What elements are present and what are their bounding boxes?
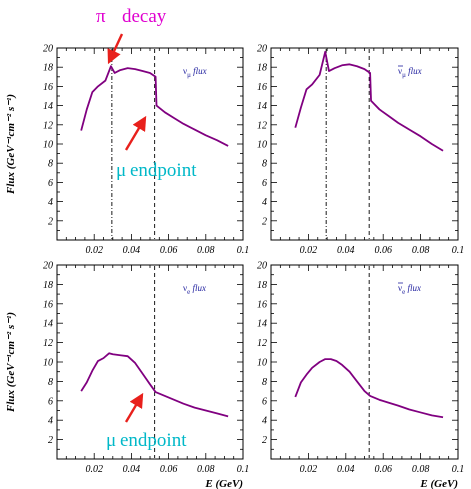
y-tick-label: 8 [262,159,267,170]
y-tick-label: 16 [257,82,267,93]
mu-endpoint-arrow-bottom [124,392,144,423]
y-tick-label: 18 [43,63,53,74]
y-tick-label: 8 [48,377,53,388]
y-tick-label: 18 [43,280,53,291]
y-tick-label: 14 [43,101,53,112]
x-tick-label: 0.04 [337,245,355,256]
y-tick-label: 20 [257,44,267,55]
y-tick-label: 16 [257,299,267,310]
x-tick-label: 0.08 [197,245,215,256]
y-tick-label: 2 [262,216,267,227]
y-tick-label: 2 [48,216,53,227]
pi-symbol: π [96,6,106,27]
y-tick-label: 8 [48,159,53,170]
flux-panel-4: 0.02 0.04 0.06 0.08 0.1 2 4 6 8 10 12 14 16 18 20 νe fl… [257,261,464,489]
flux-panel-2: 0.02 0.04 0.06 0.08 0.1 2 4 6 8 10 12 14 16 18 20 νμ fl… [257,44,464,257]
y-tick-label: 14 [43,319,53,330]
y-tick-label: 20 [257,261,267,272]
plot-frame [270,47,459,241]
pi-decay-arrow [107,33,124,65]
x-tick-label: 0.04 [123,464,141,475]
legend-label: νe flux [183,283,206,296]
y-tick-label: 12 [257,338,267,349]
mu-symbol-top: μ [116,160,126,181]
x-tick-label: 0.04 [123,245,141,256]
mu-endpoint-arrow-top [124,115,147,151]
y-tick-label: 4 [262,416,267,427]
y-tick-label: 2 [262,435,267,446]
x-tick-label: 0.08 [197,464,215,475]
x-tick-label: 0.02 [85,245,103,256]
flux-curve [294,358,444,419]
mu-endpoint-annotation-top: μ endpoint [116,115,197,181]
y-tick-label: 6 [262,396,267,407]
y-tick-label: 20 [43,44,53,55]
flux-panel-1: 0.02 0.04 0.06 0.08 0.1 2 4 6 8 10 12 14 16 18 20 νμ fl… [5,44,249,257]
y-tick-label: 8 [262,377,267,388]
y-tick-label: 2 [48,435,53,446]
y-tick-label: 6 [48,178,53,189]
y-tick-label: 14 [257,319,267,330]
pi-decay-label: decay [122,6,167,27]
y-tick-label: 10 [43,140,53,151]
x-tick-label: 0.02 [85,464,103,475]
y-tick-label: 14 [257,101,267,112]
flux-panel-3: 0.02 0.04 0.06 0.08 0.1 2 4 6 8 10 12 14 16 18 20 νe fl… [5,261,249,489]
y-axis-label: Flux (GeV⁻¹cm⁻² s⁻¹) [5,312,17,413]
x-tick-label: 0.08 [412,245,430,256]
x-tick-label: 0.06 [374,464,392,475]
x-axis-label: E (GeV) [419,478,458,489]
x-tick-label: 0.06 [160,464,178,475]
x-tick-label: 0.1 [237,245,250,256]
y-tick-label: 18 [257,63,267,74]
y-axis-label: Flux (GeV⁻¹cm⁻² s⁻¹) [5,94,17,195]
legend-label: νe flux [398,283,421,296]
x-tick-label: 0.04 [337,464,355,475]
y-tick-label: 4 [48,416,53,427]
x-tick-label: 0.02 [300,245,318,256]
x-tick-label: 0.1 [452,464,465,475]
mu-symbol-bottom: μ [106,430,116,451]
y-tick-label: 10 [43,358,53,369]
x-tick-label: 0.1 [237,464,250,475]
mu-endpoint-annotation-bottom: μ endpoint [106,392,187,451]
y-tick-label: 10 [257,140,267,151]
flux-curve [80,352,229,418]
mu-endpoint-label-bottom: endpoint [120,430,187,451]
legend-label: νμ flux [398,66,422,79]
y-tick-label: 18 [257,280,267,291]
pi-decay-annotation: π decay [96,6,167,65]
y-tick-label: 12 [43,338,53,349]
x-tick-label: 0.02 [300,464,318,475]
legend-label: νμ flux [183,66,207,79]
y-tick-label: 16 [43,299,53,310]
y-tick-label: 10 [257,358,267,369]
y-tick-label: 4 [48,197,53,208]
y-tick-label: 6 [262,178,267,189]
y-tick-label: 6 [48,396,53,407]
y-tick-label: 12 [43,120,53,131]
x-tick-label: 0.06 [160,245,178,256]
y-tick-label: 12 [257,120,267,131]
x-tick-label: 0.08 [412,464,430,475]
y-tick-label: 16 [43,82,53,93]
y-tick-label: 4 [262,197,267,208]
y-tick-label: 20 [43,261,53,272]
x-tick-label: 0.06 [374,245,392,256]
mu-endpoint-label-top: endpoint [130,160,197,181]
x-tick-label: 0.1 [452,245,465,256]
plot-frame [56,47,244,241]
x-axis-label: E (GeV) [204,478,243,489]
plot-frame [270,264,459,460]
